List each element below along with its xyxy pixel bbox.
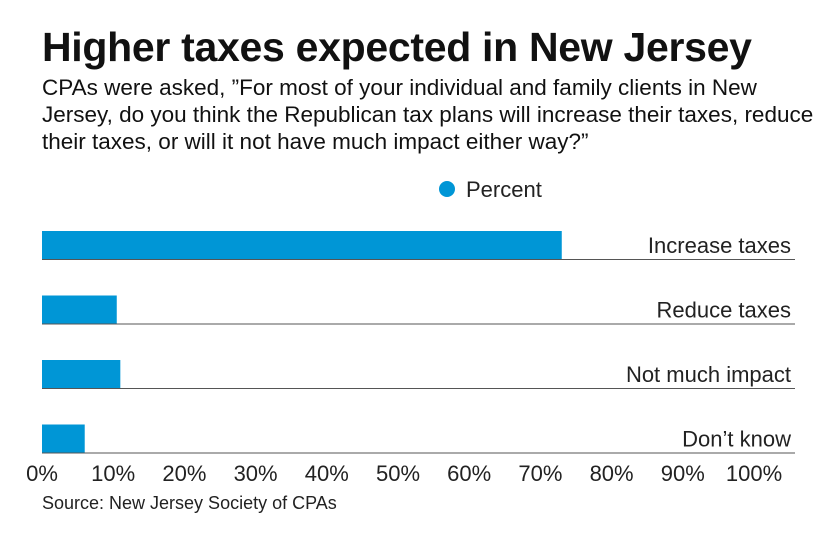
chart-subtitle: CPAs were asked, ”For most of your indiv… bbox=[42, 75, 814, 154]
x-tick-label: 10% bbox=[91, 461, 135, 486]
bar bbox=[42, 295, 117, 324]
x-tick-label: 100% bbox=[726, 461, 782, 486]
x-tick-label: 0% bbox=[26, 461, 58, 486]
category-label: Not much impact bbox=[626, 362, 791, 387]
x-tick-label: 60% bbox=[447, 461, 491, 486]
source-note: Source: New Jersey Society of CPAs bbox=[42, 493, 337, 513]
x-tick-label: 50% bbox=[376, 461, 420, 486]
x-axis-ticks: 0% 10% 20% 30% 40% 50% 60% 70% 80% 90% 100% bbox=[26, 461, 782, 486]
x-tick-label: 70% bbox=[518, 461, 562, 486]
legend-label: Percent bbox=[466, 177, 542, 202]
bar bbox=[42, 231, 562, 259]
x-tick-label: 80% bbox=[590, 461, 634, 486]
legend: Percent bbox=[439, 177, 542, 202]
bar bbox=[42, 424, 85, 453]
x-tick-label: 90% bbox=[661, 461, 705, 486]
legend-marker bbox=[439, 181, 455, 197]
chart-title: Higher taxes expected in New Jersey bbox=[42, 24, 752, 70]
x-tick-label: 40% bbox=[305, 461, 349, 486]
bar bbox=[42, 360, 121, 388]
x-tick-label: 30% bbox=[234, 461, 278, 486]
category-label: Don’t know bbox=[682, 427, 791, 452]
category-label: Increase taxes bbox=[648, 233, 791, 258]
category-label: Reduce taxes bbox=[656, 298, 791, 323]
x-tick-label: 20% bbox=[162, 461, 206, 486]
bars-group: Increase taxes Reduce taxes Not much impac… bbox=[42, 231, 795, 454]
